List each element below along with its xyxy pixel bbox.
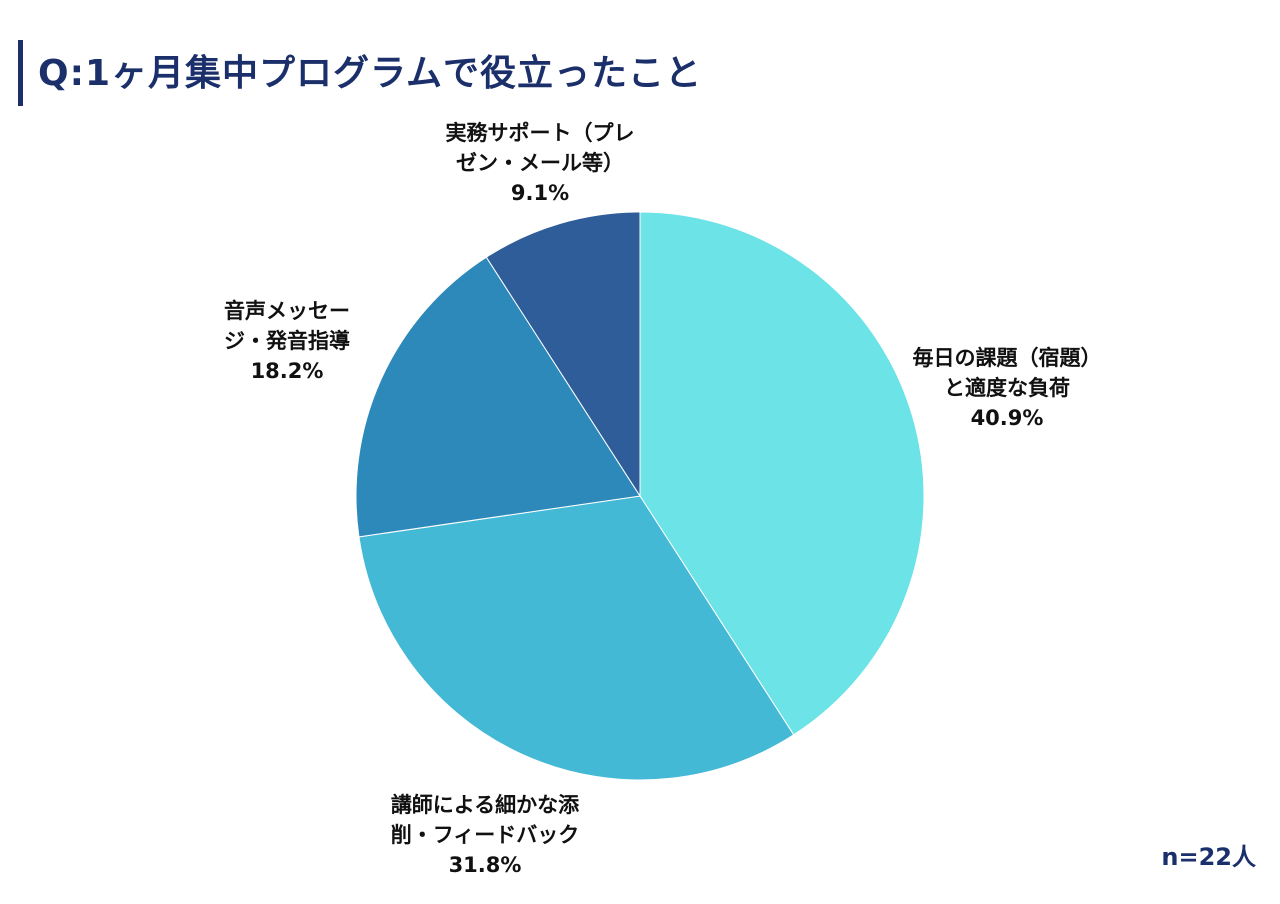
slice-percent-1: 40.9% [971, 406, 1044, 430]
slice-percent-4: 9.1% [511, 181, 569, 205]
slice-label-line: と適度な負荷 [944, 376, 1070, 400]
slice-label-line: 削・フィードバック [391, 823, 580, 847]
slice-label-3: 音声メッセージ・発音指導 18.2% [224, 299, 350, 383]
slice-label-line: 毎日の課題（宿題） [913, 346, 1102, 370]
sample-size-note: n=22人 [1161, 843, 1256, 871]
pie-slices [355, 211, 925, 781]
slice-label-2: 講師による細かな添削・フィードバック 31.8% [391, 793, 580, 877]
pie-slice-1 [639, 211, 925, 736]
slice-label-1: 毎日の課題（宿題） と適度な負荷 40.9% [913, 346, 1102, 430]
slice-label-line: ジ・発音指導 [224, 329, 350, 353]
pie-slice-4 [485, 211, 641, 498]
pie-slice-2 [358, 495, 795, 781]
slice-percent-3: 18.2% [251, 359, 324, 383]
slice-label-line: ゼン・メール等） [456, 151, 624, 175]
slice-percent-2: 31.8% [449, 853, 522, 877]
slice-label-4: 実務サポート（プレゼン・メール等） 9.1% [446, 121, 635, 205]
chart-title: Q:1ヶ月集中プログラムで役立ったこと [38, 53, 702, 94]
title-accent-bar [18, 40, 23, 106]
slice-label-line: 講師による細かな添 [391, 793, 580, 817]
slice-label-line: 音声メッセー [224, 299, 350, 323]
slice-label-line: 実務サポート（プレ [446, 121, 635, 145]
pie-slice-3 [355, 256, 641, 538]
